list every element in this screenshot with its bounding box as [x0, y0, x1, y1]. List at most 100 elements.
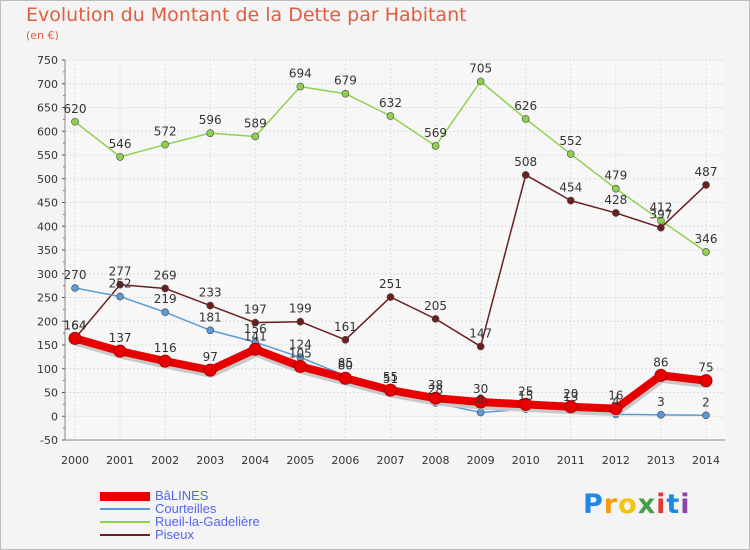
- legend-swatch: [100, 521, 150, 523]
- logo-letter: r: [603, 489, 619, 520]
- x-tick-label: 2009: [467, 454, 495, 467]
- data-label: 589: [244, 116, 267, 130]
- data-point: [203, 363, 217, 377]
- y-tick-label: 50: [44, 387, 58, 400]
- data-label: 80: [338, 358, 353, 372]
- data-label: 141: [244, 329, 267, 343]
- data-point: [251, 132, 260, 141]
- data-label: 97: [203, 350, 218, 364]
- logo-letter: i: [656, 489, 667, 520]
- data-label: 252: [109, 277, 132, 291]
- data-label: 55: [383, 370, 398, 384]
- y-tick-label: 700: [37, 78, 58, 91]
- data-label: 161: [334, 320, 357, 334]
- data-label: 197: [244, 303, 267, 317]
- data-point: [296, 317, 305, 326]
- legend-label: Courteilles: [155, 501, 217, 516]
- proxiti-logo: Proxiti: [583, 489, 691, 520]
- data-label: 137: [109, 331, 132, 345]
- data-label: 219: [154, 292, 177, 306]
- data-point: [612, 184, 620, 193]
- data-label: 705: [469, 61, 492, 75]
- data-label: 25: [518, 384, 533, 398]
- data-point: [521, 115, 530, 123]
- data-point: [251, 318, 260, 327]
- x-tick-label: 2008: [422, 454, 450, 467]
- legend-swatch: [100, 508, 150, 510]
- logo-letter: i: [680, 489, 691, 520]
- data-label: 270: [64, 268, 87, 282]
- data-label: 8: [477, 392, 485, 406]
- data-label: 269: [154, 268, 177, 282]
- data-label: 508: [514, 155, 537, 169]
- data-point: [384, 383, 397, 397]
- data-point: [519, 397, 533, 411]
- data-point: [386, 293, 395, 301]
- data-point: [341, 89, 350, 98]
- data-point: [116, 292, 124, 301]
- data-point: [161, 140, 169, 149]
- data-point: [564, 400, 578, 414]
- data-point: [206, 129, 215, 137]
- data-point: [116, 280, 124, 289]
- y-tick-label: 250: [37, 292, 58, 305]
- y-tick-label: 600: [37, 125, 58, 138]
- x-tick-label: 2000: [61, 454, 89, 467]
- chart-title: Evolution du Montant de la Dette par Hab…: [26, 4, 467, 26]
- data-label: 277: [109, 265, 132, 279]
- data-point: [296, 82, 305, 91]
- data-point: [702, 248, 710, 256]
- data-label: 572: [154, 125, 177, 139]
- data-label: 205: [424, 299, 447, 313]
- data-point: [566, 150, 575, 158]
- data-label: 20: [563, 387, 578, 401]
- data-point: [206, 301, 215, 310]
- data-label: 412: [649, 201, 672, 215]
- data-label: 164: [64, 318, 87, 332]
- data-point: [116, 153, 124, 161]
- data-point: [386, 112, 395, 120]
- data-label: 4: [612, 394, 620, 408]
- x-tick-label: 2005: [286, 454, 314, 467]
- data-label: 251: [379, 277, 402, 291]
- logo-letter: o: [618, 489, 638, 520]
- data-point: [71, 117, 79, 126]
- data-label: 694: [289, 67, 312, 81]
- data-label: 346: [695, 232, 718, 246]
- y-tick-label: -50: [40, 434, 58, 447]
- data-point: [521, 171, 530, 179]
- y-tick-label: 400: [37, 220, 58, 233]
- data-label: 620: [64, 102, 87, 116]
- data-label: 479: [604, 169, 627, 183]
- data-label: 30: [473, 382, 488, 396]
- data-label: 28: [428, 383, 443, 397]
- data-point: [609, 402, 623, 416]
- data-label: 105: [289, 346, 312, 360]
- data-label: 397: [649, 208, 672, 222]
- x-tick-label: 2001: [106, 454, 134, 467]
- y-tick-label: 100: [37, 363, 58, 376]
- data-point: [158, 354, 172, 368]
- legend-label: Piseux: [155, 527, 195, 542]
- data-point: [431, 142, 440, 150]
- data-label: 552: [559, 134, 582, 148]
- data-label: 233: [199, 286, 222, 300]
- data-label: 51: [383, 372, 398, 386]
- data-point: [431, 315, 440, 323]
- y-tick-label: 150: [37, 339, 58, 352]
- y-tick-label: 550: [37, 149, 58, 162]
- data-point: [206, 326, 215, 335]
- y-tick-label: 650: [37, 102, 58, 115]
- data-point: [476, 408, 485, 417]
- data-point: [699, 374, 713, 388]
- x-tick-label: 2013: [647, 454, 675, 467]
- data-point: [429, 391, 443, 405]
- logo-letter: x: [637, 489, 657, 520]
- data-label: 156: [244, 322, 267, 336]
- data-point: [702, 411, 710, 420]
- logo-letter: t: [666, 489, 681, 520]
- x-tick-label: 2010: [512, 454, 540, 467]
- data-point: [657, 223, 665, 232]
- y-tick-label: 0: [51, 410, 58, 423]
- data-point: [474, 395, 488, 409]
